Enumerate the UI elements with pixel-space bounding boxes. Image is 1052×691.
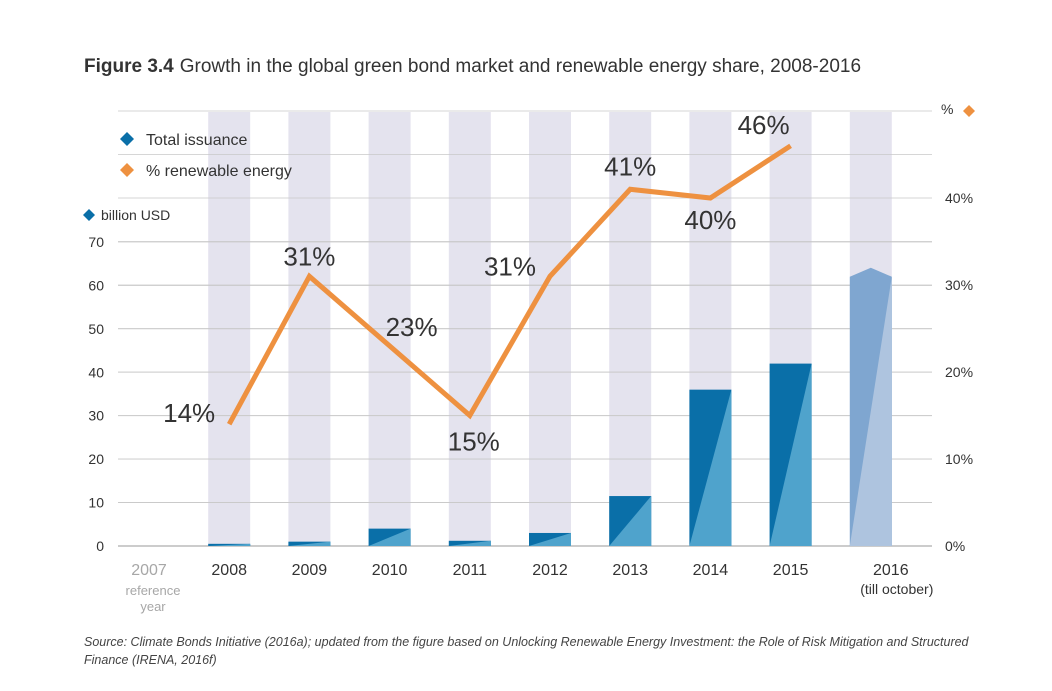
bar-2009 xyxy=(288,541,331,546)
y-right-tick: 30% xyxy=(945,277,973,293)
x-tick-2011: 2011 xyxy=(453,562,488,579)
y-right-diamond-icon xyxy=(963,105,975,117)
x-tick-2013: 2013 xyxy=(612,562,648,579)
y-left-tick: 40 xyxy=(88,364,104,380)
bars xyxy=(208,267,892,546)
bar-2008 xyxy=(208,543,251,546)
source-note: Source: Climate Bonds Initiative (2016a)… xyxy=(84,635,969,667)
x-tick-2016: 2016 xyxy=(873,562,909,579)
pct-label-2011: 15% xyxy=(448,427,500,457)
y-left-tick: 0 xyxy=(96,538,104,554)
y-left-tick: 20 xyxy=(88,451,104,467)
x-tick-2008: 2008 xyxy=(211,562,247,579)
y-left-tick: 60 xyxy=(88,277,104,293)
bar-2013 xyxy=(609,496,652,546)
y-left-label: billion USD xyxy=(101,207,170,223)
x-tick-2009: 2009 xyxy=(292,562,328,579)
bar-2015 xyxy=(769,363,812,546)
x-sublabel-2016: (till october) xyxy=(860,581,933,597)
bar-light xyxy=(208,543,251,546)
pct-label-2010: 23% xyxy=(386,312,438,342)
y-left-tick: 50 xyxy=(88,321,104,337)
legend: Total issuance % renewable energy xyxy=(120,132,292,180)
x-tick-2007: 2007 xyxy=(131,562,167,579)
legend-label: Total issuance xyxy=(146,132,247,149)
renewable-line: 14% 31% 23% 15% 31% 41% 40% 46% xyxy=(163,110,792,457)
bar-light xyxy=(288,541,331,546)
y-right-label: % xyxy=(941,101,953,117)
bar-light xyxy=(689,389,732,546)
bar-light xyxy=(368,528,411,546)
y-right-tick: 10% xyxy=(945,451,973,467)
x-tick-2010: 2010 xyxy=(372,562,408,579)
renewable-share-line xyxy=(227,143,792,426)
bar-2014 xyxy=(689,389,732,546)
x-sublabel-2007-line2: year xyxy=(140,599,166,614)
y-right-tick: 0% xyxy=(945,538,965,554)
legend-label: % renewable energy xyxy=(146,163,292,180)
pct-label-2013: 41% xyxy=(604,151,656,181)
y-left-tick: 10 xyxy=(88,495,104,511)
y-left-diamond-icon xyxy=(83,209,95,221)
axes: 0 10 20 30 40 50 60 70 billion USD 0% 10% 20% 30% 40%… xyxy=(83,101,975,614)
bar-light xyxy=(448,540,491,546)
bar-2011 xyxy=(448,540,491,546)
bar-2012 xyxy=(529,532,571,546)
bar-2010 xyxy=(368,528,411,546)
bar-light xyxy=(529,532,571,546)
x-tick-2015: 2015 xyxy=(773,562,809,579)
pct-label-2008: 14% xyxy=(163,398,215,428)
y-right-tick: 20% xyxy=(945,364,973,380)
bar-2016 xyxy=(849,267,892,546)
pct-label-2009: 31% xyxy=(283,241,335,271)
pct-label-2015: 46% xyxy=(738,110,790,140)
figure-title-text: Growth in the global green bond market a… xyxy=(179,56,862,77)
figure-title: Figure 3.4 Growth in the global green bon… xyxy=(84,56,861,78)
legend-diamond-icon xyxy=(120,163,134,177)
y-right-tick: 40% xyxy=(945,190,973,206)
bar-light xyxy=(609,496,652,546)
figure-number: Figure 3.4 xyxy=(84,56,174,77)
legend-diamond-icon xyxy=(120,132,134,146)
x-sublabel-2007-line1: reference xyxy=(126,583,181,598)
x-tick-2012: 2012 xyxy=(532,562,568,579)
bar-light xyxy=(769,363,812,546)
x-tick-2014: 2014 xyxy=(693,562,729,579)
y-left-tick: 30 xyxy=(88,408,104,424)
y-left-tick: 70 xyxy=(88,234,104,250)
bar-2016-light xyxy=(849,276,892,546)
pct-label-2014: 40% xyxy=(684,205,736,235)
pct-label-2012: 31% xyxy=(484,251,536,281)
